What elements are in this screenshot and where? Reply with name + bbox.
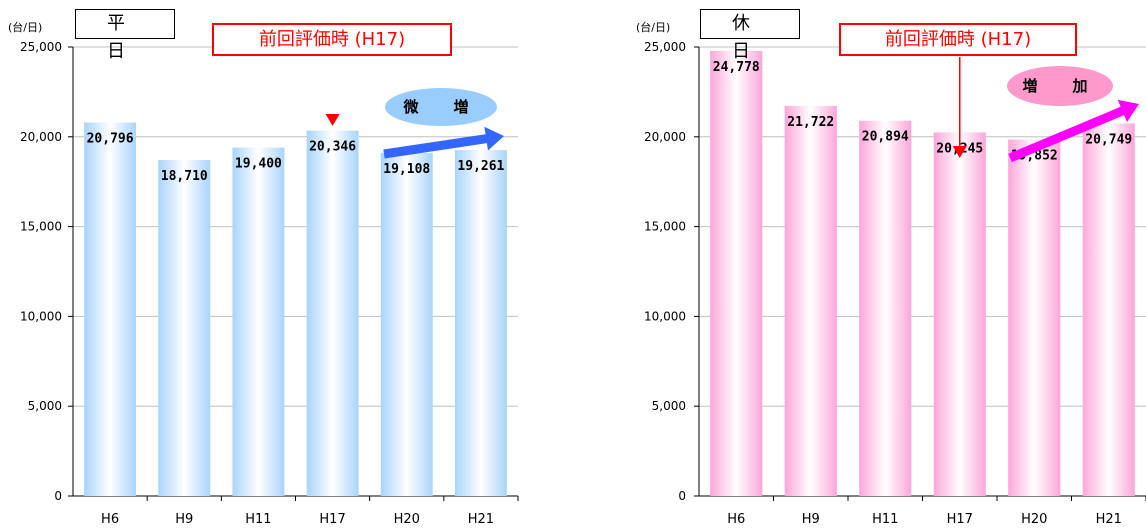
holiday-bar-H6 (710, 50, 763, 496)
weekday-bar-H9 (158, 159, 211, 497)
weekday-previous-eval-arrow-head (325, 114, 340, 126)
weekday-category-label-H11: H11 (245, 512, 271, 527)
holiday-ytick-label: 20,000 (644, 130, 686, 144)
holiday-data-label-H9: 21,722 (787, 115, 834, 130)
weekday-ytick-label: 25,000 (20, 40, 62, 54)
holiday-bar-H11 (859, 120, 912, 496)
weekday-ytick-label: 15,000 (20, 220, 62, 234)
holiday-chart: 0 5,000 10,000 15,000 20,000 25,000 24,778 H6 21… (644, 40, 1146, 527)
holiday-previous-eval-callout: 前回評価時 (H17) (839, 23, 1077, 56)
weekday-data-label-H11: 19,400 (235, 157, 282, 172)
holiday-category-label-H21: H21 (1096, 512, 1122, 527)
holiday-chart-title: 休 日 (700, 9, 800, 62)
holiday-previous-eval-arrow-head (952, 146, 967, 158)
weekday-chart-title: 平 日 (75, 9, 175, 62)
weekday-category-label-H9: H9 (175, 512, 193, 527)
weekday-ytick-label: 0 (54, 489, 62, 503)
holiday-data-label-H11: 20,894 (862, 130, 909, 145)
weekday-ytick-label: 20,000 (20, 130, 62, 144)
weekday-category-label-H20: H20 (394, 512, 420, 527)
weekday-trend-badge: 微 増 (385, 88, 497, 126)
weekday-category-label-H17: H17 (319, 512, 345, 527)
holiday-ytick-label: 10,000 (644, 309, 686, 323)
holiday-ytick-label: 25,000 (644, 40, 686, 54)
weekday-chart: 0 5,000 10,000 15,000 20,000 25,000 20,796 H6 18… (20, 40, 519, 527)
weekday-data-label-H17: 20,346 (309, 140, 356, 155)
weekday-chart-panel: 0 5,000 10,000 15,000 20,000 25,000 20,796 H6 18… (8, 9, 519, 527)
holiday-ytick-label: 5,000 (652, 399, 686, 413)
weekday-bar-H11 (232, 147, 285, 497)
weekday-trend-arrow (383, 126, 504, 159)
weekday-unit-label: (台/日) (8, 21, 43, 34)
holiday-category-label-H6: H6 (727, 512, 745, 527)
holiday-category-label-H20: H20 (1021, 512, 1047, 527)
holiday-ytick-label: 0 (678, 489, 686, 503)
weekday-bar-H17 (306, 130, 359, 496)
weekday-previous-eval-callout: 前回評価時 (H17) (212, 23, 452, 56)
weekday-bar-H21 (454, 150, 507, 496)
holiday-unit-label: (台/日) (636, 21, 671, 34)
holiday-bar-H17 (933, 132, 986, 497)
holiday-data-label-H21: 20,749 (1085, 132, 1132, 147)
weekday-data-label-H9: 18,710 (161, 169, 208, 184)
holiday-bar-H9 (784, 105, 837, 497)
holiday-category-label-H17: H17 (947, 512, 973, 527)
weekday-ytick-label: 10,000 (20, 309, 62, 323)
weekday-data-label-H20: 19,108 (383, 162, 430, 177)
holiday-category-label-H11: H11 (872, 512, 898, 527)
weekday-category-label-H21: H21 (468, 512, 494, 527)
holiday-category-label-H9: H9 (802, 512, 820, 527)
holiday-chart-panel: 0 5,000 10,000 15,000 20,000 25,000 24,778 H6 21… (573, 0, 1146, 530)
holiday-trend-arrow (1008, 99, 1139, 163)
weekday-bar-H20 (380, 152, 433, 496)
holiday-bar-H20 (1008, 139, 1061, 497)
weekday-category-label-H6: H6 (101, 512, 119, 527)
weekday-bar-H6 (84, 122, 137, 496)
holiday-bar-H21 (1082, 123, 1135, 496)
holiday-trend-badge: 増 加 (1007, 66, 1113, 106)
weekday-data-label-H21: 19,261 (457, 159, 504, 174)
weekday-ytick-label: 5,000 (28, 399, 62, 413)
holiday-data-label-H6: 24,778 (713, 60, 760, 75)
holiday-ytick-label: 15,000 (644, 220, 686, 234)
weekday-data-label-H6: 20,796 (87, 132, 134, 147)
